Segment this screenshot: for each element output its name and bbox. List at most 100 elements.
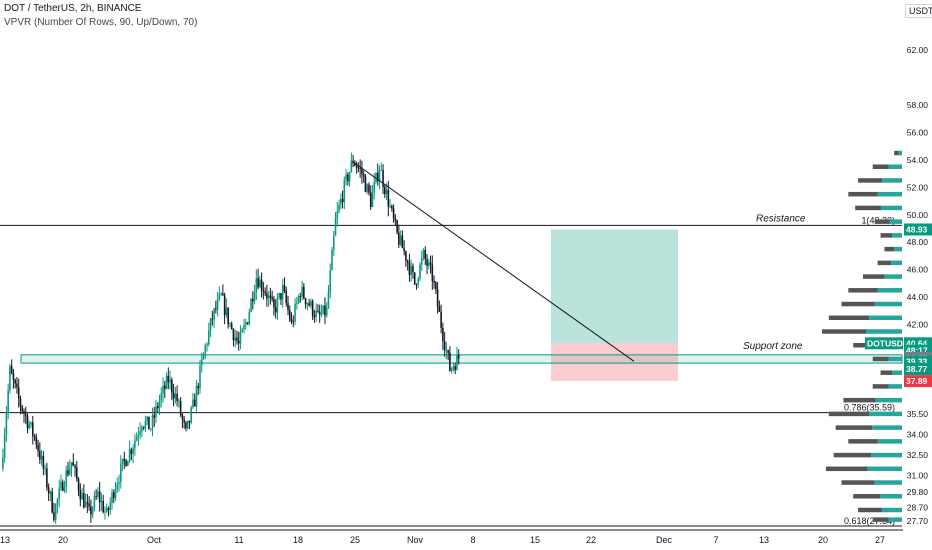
candle-body (457, 354, 460, 359)
candle-body (135, 436, 138, 441)
x-tick-label: 27 (875, 535, 885, 545)
candle-body (368, 184, 370, 193)
candle-body (84, 502, 87, 508)
y-tick-label: 54.00 (907, 155, 929, 165)
volume-profile-bar-down (862, 274, 885, 279)
candle-body (213, 308, 215, 320)
volume-profile-bar-down (843, 397, 876, 403)
candle-body (334, 218, 337, 236)
candle-body (199, 365, 201, 389)
y-tick-label: 27.70 (907, 516, 929, 526)
candle-body (237, 340, 240, 344)
candle-body (405, 251, 407, 261)
candle-body (118, 482, 120, 484)
y-tick-label: 28.70 (907, 502, 929, 512)
volume-profile-bar-down (874, 219, 890, 224)
candle-body (222, 293, 224, 296)
volume-profile-bar-up (877, 288, 902, 293)
volume-profile-bar-up (874, 301, 902, 307)
candle-body (382, 170, 384, 187)
currency-button[interactable]: USDT (905, 4, 932, 18)
candle-body (243, 325, 245, 330)
y-tick-label: 50.00 (907, 210, 929, 220)
level-label: 0.618(27.34) (844, 516, 895, 526)
candle-body (162, 385, 164, 394)
candle-body (188, 420, 191, 423)
price-label: 37.89 (906, 376, 928, 386)
candle-body (83, 493, 85, 508)
candle-body (361, 168, 363, 175)
candle-body (195, 385, 198, 407)
candle-body (76, 467, 78, 480)
candle-body (325, 307, 328, 316)
candle-body (98, 491, 101, 503)
candle-body (419, 264, 421, 279)
candle-body (81, 493, 83, 500)
candle-body (236, 337, 238, 341)
candle-body (422, 249, 425, 258)
trend-line (353, 162, 635, 362)
y-tick-label: 44.00 (907, 292, 929, 302)
candle-body (33, 435, 36, 437)
candle-body (285, 291, 288, 304)
x-tick-label: Nov (407, 535, 424, 545)
candle-body (308, 303, 310, 306)
candle-body (352, 160, 354, 164)
candle-body (306, 303, 309, 305)
x-tick-label: 25 (350, 535, 360, 545)
candle-body (301, 286, 303, 297)
x-tick-label: 20 (58, 535, 68, 545)
x-tick-label: 22 (586, 535, 596, 545)
candle-body (123, 458, 126, 461)
candle-body (387, 189, 390, 207)
candle-body (148, 416, 150, 430)
candle-body (54, 504, 57, 520)
candle-body (428, 262, 430, 266)
candle-body (452, 366, 455, 368)
candle-body (9, 366, 11, 391)
candle-body (313, 315, 316, 318)
candle-body (385, 189, 388, 195)
volume-profile-bar-down (822, 329, 866, 334)
candle-body (49, 491, 52, 494)
candle-body (172, 392, 175, 399)
candle-body (104, 511, 106, 513)
candle-body (294, 303, 296, 322)
candle-body (399, 235, 402, 245)
candle-body (65, 470, 68, 487)
candle-body (206, 344, 208, 346)
volume-profile-bar-up (877, 439, 902, 444)
x-tick-label: 20 (818, 535, 828, 545)
candle-body (435, 282, 437, 290)
volume-profile-bar-down (835, 425, 873, 430)
candle-body (155, 406, 157, 418)
volume-profile-bar-up (891, 260, 902, 266)
volume-profile-bar-up (874, 480, 902, 485)
candle-body (262, 290, 265, 292)
symbol-title: DOT / TetherUS, 2h, BINANCE (4, 3, 142, 14)
candle-body (114, 488, 117, 499)
candle-body (318, 311, 321, 315)
candle-body (445, 350, 448, 352)
candle-body (185, 422, 187, 429)
candle-body (357, 167, 360, 169)
candle-body (456, 354, 458, 371)
volume-profile-bar-up (889, 219, 902, 224)
volume-profile-bar-down (833, 452, 872, 458)
candle-body (343, 179, 346, 203)
candle-body (116, 483, 119, 489)
volume-profile-bar-up (869, 315, 902, 321)
candle-body (35, 436, 38, 445)
candle-body (426, 259, 428, 266)
candle-body (433, 280, 435, 283)
candle-body (190, 407, 192, 423)
candle-body (340, 198, 342, 205)
y-tick-label: 62.00 (907, 45, 929, 55)
candle-body (369, 192, 372, 207)
candle-body (281, 285, 284, 300)
candle-body (401, 235, 404, 249)
candle-body (67, 470, 69, 475)
candle-body (209, 318, 212, 331)
